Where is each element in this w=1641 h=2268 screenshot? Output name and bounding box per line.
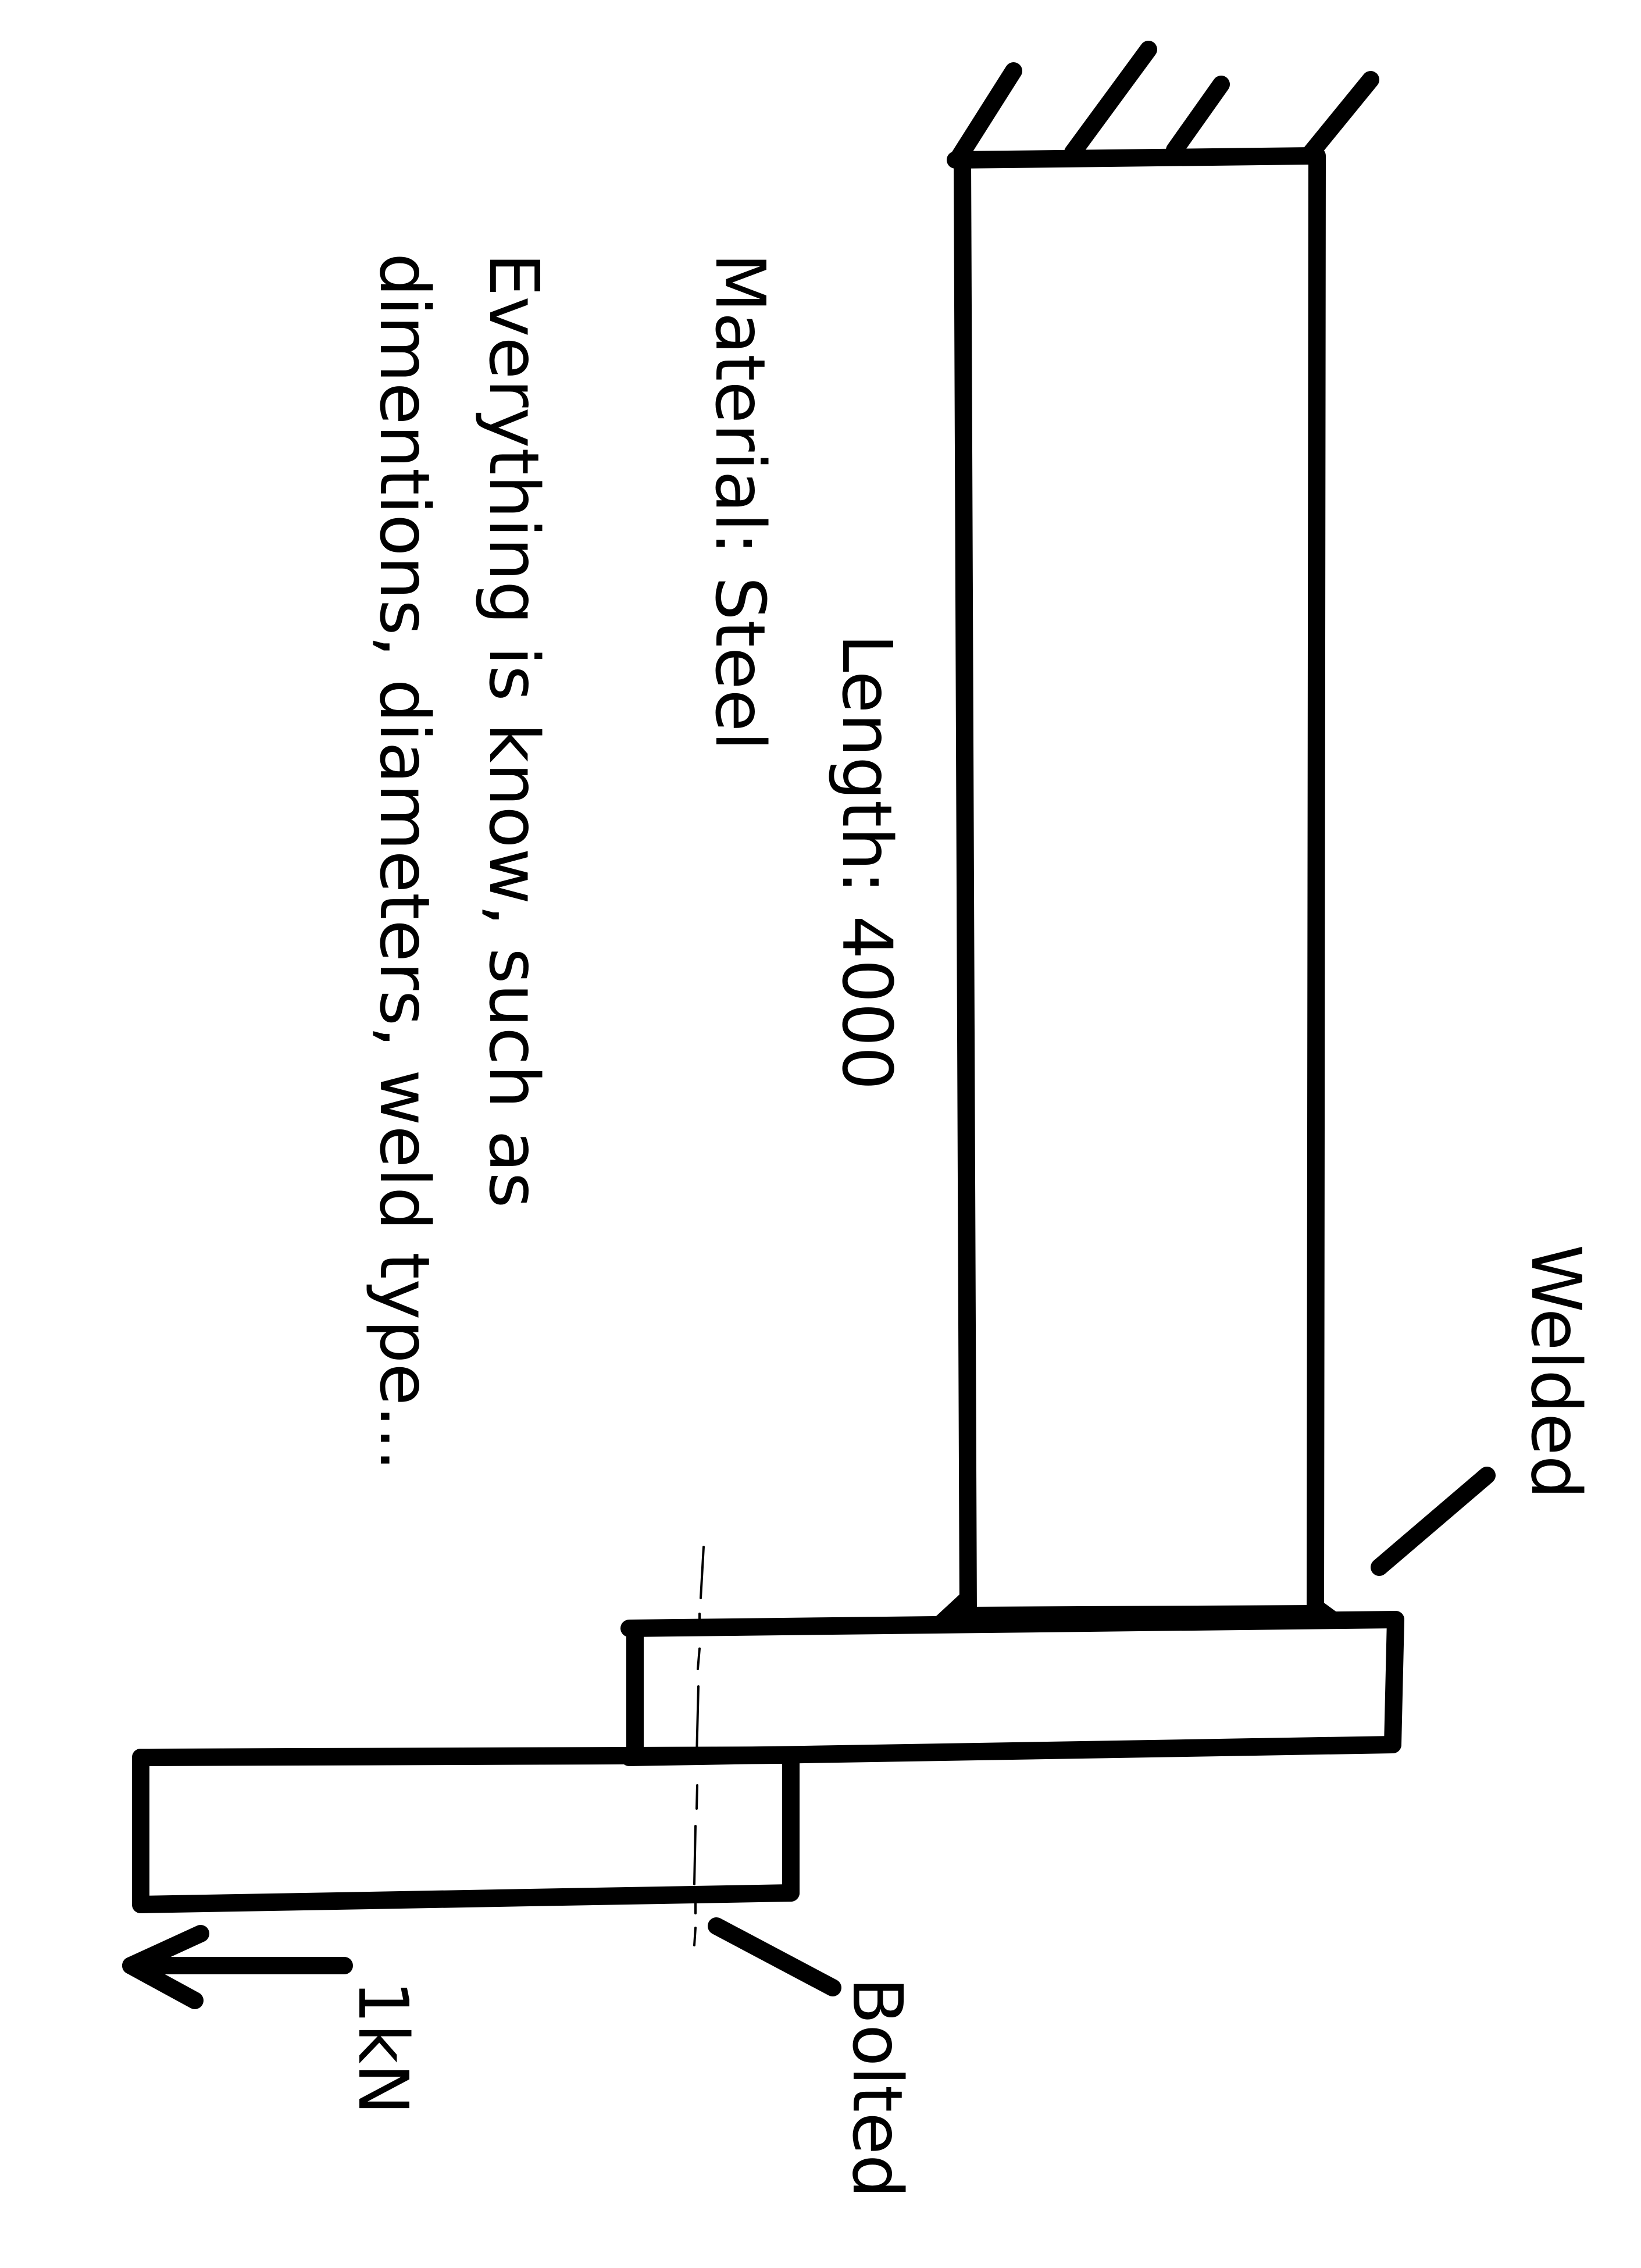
load-arrow-head	[122, 1925, 209, 2009]
weld-fillet-left	[929, 1593, 971, 1622]
note-line-1: Everything is know, such as	[474, 253, 554, 1208]
plate-top-edge	[620, 1611, 1404, 1637]
hatch-mark	[1303, 71, 1379, 161]
note-line-2: dimentions, diameters, weld type...	[365, 253, 445, 1471]
welded-label: Welded	[1516, 1244, 1596, 1499]
bolted-leader-line	[708, 1917, 841, 1996]
hatch-mark	[950, 62, 1022, 167]
material-label: Material: Steel	[700, 253, 780, 751]
length-label: Length: 4000	[827, 634, 907, 1090]
hatch-mark	[1166, 76, 1230, 159]
main-column	[954, 147, 1326, 1624]
bolted-label: Bolted	[837, 1977, 918, 2198]
lower-plate-top-edge	[132, 1746, 800, 1766]
column-left-edge	[954, 151, 977, 1624]
base-plate	[620, 1611, 1404, 1766]
column-right-edge	[1307, 147, 1326, 1622]
lower-plate-bottom-edge	[132, 1884, 800, 1913]
ground-hatch-icon	[950, 41, 1379, 167]
welded-leader-line	[1371, 1467, 1496, 1576]
support-line	[947, 147, 1321, 169]
bolted-plate	[132, 1746, 800, 1913]
hatch-mark	[1064, 41, 1157, 161]
arrow-left-icon	[122, 1925, 353, 2009]
force-label: 1kN	[343, 1980, 423, 2115]
plate-right-edge	[1384, 1611, 1404, 1753]
fixed-support	[947, 41, 1379, 169]
bolt-centerline	[693, 1546, 705, 1946]
